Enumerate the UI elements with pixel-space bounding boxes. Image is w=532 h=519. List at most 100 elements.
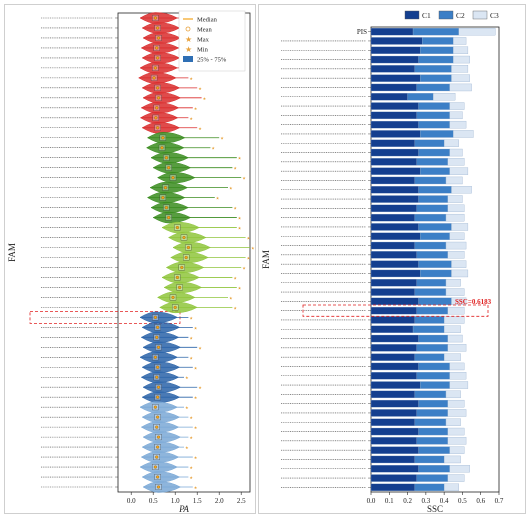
legend-label: Min	[197, 47, 209, 54]
violin-body	[140, 421, 180, 433]
bar-segment-c1	[370, 83, 417, 92]
bar-segment-c3	[445, 213, 465, 222]
violin-body	[170, 251, 209, 264]
violin-median-point	[171, 295, 175, 299]
violin-body	[141, 441, 181, 453]
x-tick-label: 0.7	[495, 497, 504, 505]
violin-max-marker: ★	[198, 345, 202, 350]
x-tick-label: 0.0	[127, 497, 136, 505]
violin-body	[142, 381, 181, 393]
x-tick-label: 0.6	[476, 497, 485, 505]
legend-swatch	[404, 10, 420, 20]
x-tick-label: 0.3	[421, 497, 430, 505]
bar-segment-c3	[447, 306, 465, 315]
violin-max-marker: ★	[189, 415, 193, 420]
violin-median-point	[171, 176, 175, 180]
violin-body	[165, 261, 205, 274]
violin-body	[139, 351, 178, 364]
bar-segment-c2	[418, 446, 450, 454]
bar-segment-c1	[370, 474, 417, 482]
bar-segment-c1	[370, 390, 416, 399]
bar-segment-c2	[414, 316, 445, 324]
bar-segment-c3	[447, 344, 467, 352]
violin-median-point	[155, 375, 159, 379]
violin-max-marker: ★	[238, 226, 242, 231]
bar-segment-c1	[370, 344, 417, 352]
violin-body	[140, 451, 180, 463]
violin-max-marker: ★	[220, 136, 224, 141]
bar-segment-c2	[414, 288, 447, 296]
bar-segment-c2	[418, 399, 448, 408]
violin-body	[142, 341, 181, 354]
bar-segment-c3	[451, 74, 470, 82]
violin-body	[146, 132, 186, 144]
violin-max-marker: ★	[251, 246, 255, 251]
violin-max-marker: ★	[189, 465, 193, 470]
bar-segment-c1	[370, 288, 416, 296]
bar-segment-c3	[447, 437, 467, 445]
violin-max-marker: ★	[194, 425, 198, 430]
x-tick-label: 1.0	[171, 497, 180, 505]
bar-segment-c1	[370, 186, 419, 194]
bar-segment-c1	[370, 102, 419, 110]
legend-label: C1	[422, 11, 431, 20]
bar-segment-c2	[414, 418, 447, 426]
violin-body	[157, 291, 196, 304]
bar-segment-c3	[447, 334, 463, 343]
bar-segment-c1	[370, 241, 416, 250]
bar-segment-c1	[370, 251, 417, 259]
bar-segment-c2	[418, 120, 450, 129]
legend-label: 25% - 75%	[197, 57, 227, 64]
x-tick-label: 0.1	[385, 497, 394, 505]
bar-segment-c3	[447, 409, 467, 417]
violin-median-point	[156, 345, 161, 349]
bar-segment-c2	[418, 362, 450, 371]
bar-segment-c1	[370, 334, 419, 343]
bar-segment-c1	[370, 260, 419, 268]
bar-segment-c3	[433, 93, 456, 101]
violin-body	[161, 271, 200, 284]
legend-label: C2	[456, 11, 465, 20]
y-axis-label: FAM	[261, 250, 271, 269]
violin-body	[168, 231, 207, 244]
bar-segment-c3	[449, 148, 463, 157]
violin-median-point	[153, 465, 157, 469]
violin-max-marker: ★	[194, 485, 198, 490]
bar-segment-c3	[458, 27, 496, 36]
violin-body	[150, 151, 189, 164]
bar-segment-c1	[370, 372, 417, 380]
bar-segment-c3	[449, 232, 465, 240]
violin-median-point	[178, 285, 182, 289]
bar-segment-c1	[370, 46, 421, 54]
violin-median-point	[153, 16, 157, 20]
bar-segment-c3	[451, 269, 469, 278]
bar-segment-c2	[414, 176, 447, 185]
bar-segment-c2	[416, 83, 450, 92]
violin-median-point	[164, 156, 168, 160]
violin-max-marker: ★	[198, 126, 202, 131]
bar-segment-c1	[370, 65, 416, 73]
violin-median-point	[173, 305, 177, 309]
violin-body	[141, 391, 181, 403]
violin-max-marker: ★	[229, 295, 233, 300]
bar-segment-c1	[370, 483, 416, 492]
x-tick-label: 2.5	[237, 497, 246, 505]
bar-segment-c2	[416, 306, 448, 315]
violin-body	[141, 411, 181, 423]
bar-segment-c1	[370, 353, 416, 361]
stacked-bar-chart-panel: PIS SSC=0.6183 0.0 0.1 0.2 0.3 0.4 0.5 0.6 0.7 SSC…	[258, 4, 526, 514]
bar-segment-c2	[414, 390, 447, 399]
violin-body	[157, 171, 196, 184]
x-tick-label: 0.5	[149, 497, 158, 505]
bar-segment-c1	[370, 55, 419, 64]
bar-segment-c1	[370, 306, 417, 315]
violin-max-marker: ★	[203, 96, 207, 101]
bar-segment-c2	[414, 455, 445, 464]
bar-segment-c2	[418, 102, 450, 110]
bar-segment-c1	[370, 223, 419, 231]
bar-segment-c1	[370, 93, 408, 101]
violin-median-point	[153, 355, 157, 359]
violin-max-marker: ★	[185, 445, 189, 450]
bar-segment-c1	[370, 418, 416, 426]
violin-max-marker: ★	[189, 116, 193, 121]
